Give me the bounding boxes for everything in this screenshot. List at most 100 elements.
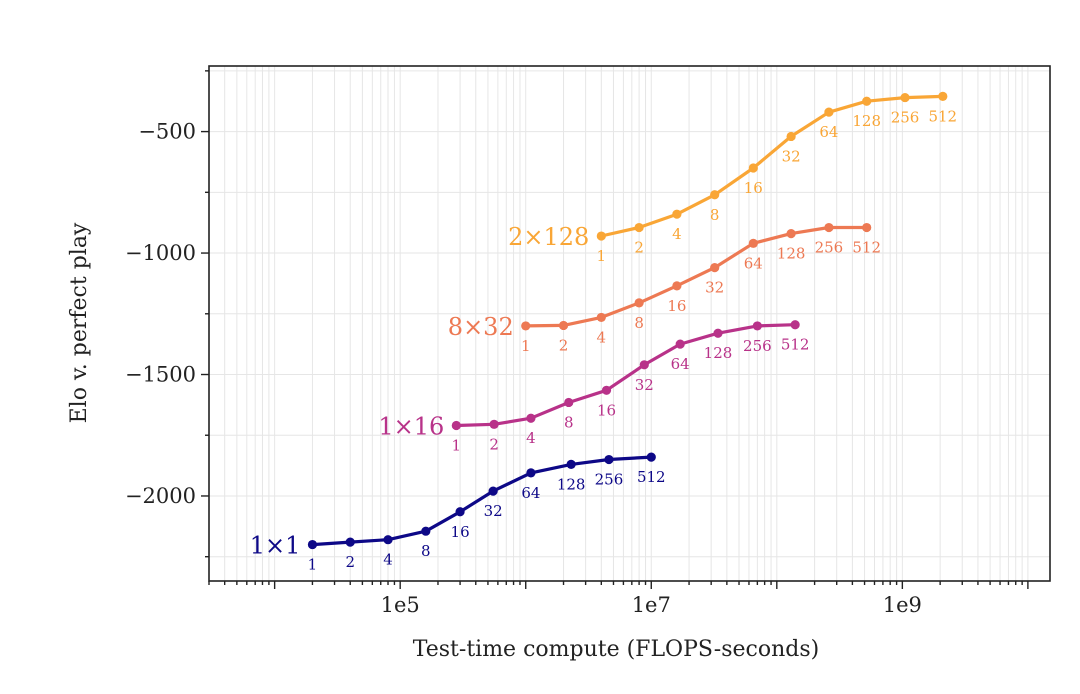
point-label: 256	[595, 471, 624, 489]
series-line	[524, 225, 869, 328]
grid	[208, 66, 1050, 581]
point-label: 512	[781, 336, 810, 354]
point-label: 8	[421, 542, 431, 560]
data-point	[451, 420, 461, 431]
point-label: 256	[815, 239, 844, 257]
series-line	[454, 323, 797, 428]
point-label: 1	[521, 337, 531, 355]
point-label: 512	[928, 107, 957, 125]
data-point	[900, 92, 910, 103]
data-point	[601, 385, 612, 395]
data-point	[596, 231, 606, 241]
series: 1 2 4 8 16 32 64 128 256 512 2×128	[508, 91, 957, 265]
data-point	[596, 312, 606, 323]
y-axis-title: Elo v. perfect play	[67, 222, 92, 423]
point-label: 1	[597, 247, 607, 265]
point-label: 2	[345, 553, 355, 571]
data-point	[604, 454, 614, 465]
x-axis-title: Test-time compute (FLOPS-seconds)	[413, 637, 819, 662]
point-label: 4	[672, 225, 682, 243]
point-label: 8	[564, 413, 574, 431]
point-label: 1	[308, 556, 318, 574]
data-point	[421, 526, 431, 536]
point-label: 64	[744, 254, 763, 272]
point-label: 64	[521, 484, 540, 502]
data-point	[639, 360, 649, 370]
data-point	[566, 459, 576, 469]
point-label: 1	[452, 437, 462, 455]
data-point	[564, 397, 574, 408]
point-label: 32	[705, 279, 724, 297]
point-label: 64	[819, 123, 838, 141]
point-label: 512	[637, 468, 666, 486]
data-point	[748, 163, 758, 173]
point-label: 16	[667, 297, 686, 315]
data-point	[675, 339, 685, 349]
y-tick-label: −2000	[125, 484, 196, 508]
data-point	[526, 413, 536, 423]
data-point	[786, 131, 796, 142]
data-point	[521, 321, 531, 331]
data-point	[713, 328, 723, 338]
data-point	[824, 107, 834, 117]
point-label: 512	[852, 239, 881, 257]
x-tick-label: 1e9	[883, 593, 922, 617]
point-label: 32	[484, 502, 503, 520]
series-line	[310, 455, 653, 547]
data-point	[862, 96, 872, 106]
point-label: 128	[852, 112, 881, 130]
data-point	[786, 229, 796, 239]
point-label: 128	[777, 245, 806, 263]
axis-ticks: 1e5 1e7 1e9 −2000 −1500 −1000 −500	[125, 70, 1029, 617]
point-label: 2	[634, 239, 644, 257]
x-tick-label: 1e5	[381, 593, 420, 617]
series-label: 8×32	[448, 313, 514, 341]
series: 1 2 4 8 16 32 64 128 256 512 1×1	[250, 452, 666, 574]
y-tick-label: −1500	[125, 363, 196, 387]
data-point	[383, 535, 393, 545]
data-point	[526, 468, 536, 478]
point-label: 4	[383, 551, 393, 569]
y-tick-label: −500	[138, 120, 196, 144]
point-label: 128	[704, 344, 733, 362]
point-label: 4	[526, 429, 536, 447]
data-point	[634, 222, 644, 233]
point-label: 128	[557, 475, 586, 493]
data-point	[790, 320, 800, 330]
data-point	[752, 321, 762, 331]
data-point	[710, 190, 720, 200]
point-label: 16	[597, 401, 616, 419]
point-label: 256	[743, 337, 772, 355]
data-point	[558, 320, 569, 331]
data-point	[307, 539, 318, 550]
x-tick-label: 1e7	[632, 593, 671, 617]
plot-frame	[208, 65, 1051, 582]
point-label: 8	[710, 206, 720, 224]
series-line	[599, 94, 945, 238]
point-label: 32	[782, 147, 801, 165]
data-point	[646, 452, 656, 462]
data-point	[824, 222, 834, 233]
y-tick-label: −1000	[125, 241, 196, 265]
data-point	[748, 238, 758, 248]
series: 1 2 4 8 16 32 64 128 256 512 1×16	[378, 320, 810, 455]
point-label: 2	[489, 435, 499, 453]
data-point	[710, 263, 720, 273]
point-label: 16	[451, 523, 470, 541]
data-point	[489, 419, 499, 429]
point-label: 256	[891, 109, 920, 127]
point-label: 2	[559, 336, 569, 354]
series-label: 2×128	[508, 223, 589, 251]
data-point	[345, 537, 355, 547]
series-label: 1×1	[250, 532, 301, 560]
series: 1 2 4 8 16 32 64 128 256 512 8×32	[448, 222, 881, 355]
data-point	[634, 298, 644, 308]
series-label: 1×16	[378, 413, 444, 441]
point-label: 64	[671, 355, 690, 373]
data-point	[672, 281, 682, 291]
point-label: 32	[635, 376, 654, 394]
point-label: 8	[634, 314, 644, 332]
data-point	[672, 209, 682, 219]
